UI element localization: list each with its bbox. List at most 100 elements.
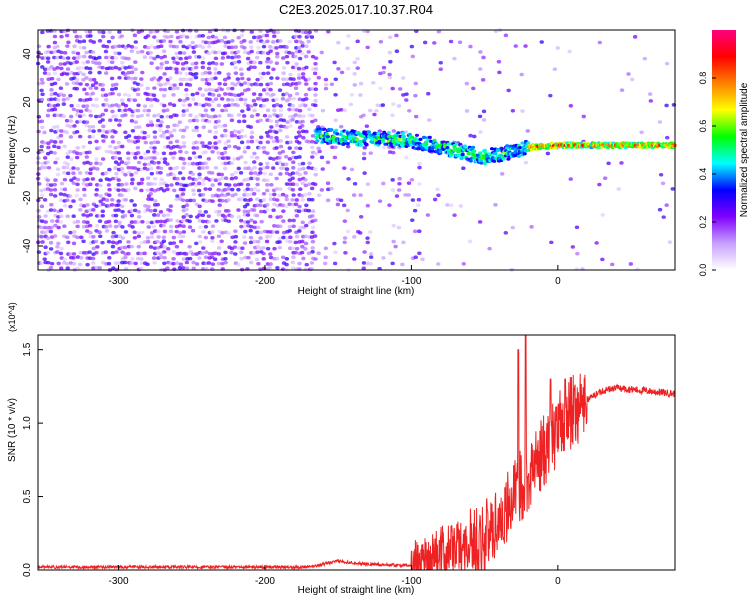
heatmap-cell bbox=[142, 104, 148, 108]
heatmap-cell bbox=[374, 108, 379, 113]
heatmap-cell bbox=[149, 197, 154, 202]
heatmap-cell bbox=[136, 135, 142, 140]
heatmap-cell bbox=[110, 140, 116, 144]
heatmap-cell bbox=[230, 39, 235, 43]
heatmap-cell bbox=[158, 87, 164, 92]
heatmap-cell bbox=[287, 157, 293, 161]
heatmap-cell bbox=[200, 219, 206, 224]
heatmap-cell bbox=[503, 33, 509, 38]
heatmap-cell bbox=[90, 83, 96, 87]
heatmap-cell bbox=[303, 267, 308, 272]
heatmap-cell bbox=[258, 230, 264, 235]
heatmap-cell bbox=[106, 239, 112, 244]
heatmap-cell bbox=[351, 193, 357, 197]
heatmap-cell bbox=[255, 230, 260, 235]
heatmap-cell bbox=[40, 125, 45, 130]
heatmap-cell bbox=[251, 251, 257, 255]
heatmap-cell bbox=[100, 213, 105, 218]
heatmap-cell bbox=[187, 176, 192, 180]
snr-x-tick-label: 0 bbox=[555, 576, 561, 587]
heatmap-cell bbox=[100, 112, 106, 117]
heatmap-cell bbox=[90, 124, 96, 129]
heatmap-cell bbox=[104, 44, 110, 49]
heatmap-cell bbox=[148, 51, 153, 55]
heatmap-cell bbox=[310, 214, 315, 218]
heatmap-cell bbox=[468, 133, 473, 138]
heatmap-cell bbox=[69, 178, 74, 182]
heatmap-cell bbox=[261, 251, 266, 256]
heatmap-cell bbox=[85, 60, 90, 64]
heatmap-cell bbox=[210, 108, 215, 112]
heatmap-cell bbox=[40, 30, 45, 35]
heatmap-cell bbox=[65, 56, 71, 60]
heatmap-cell bbox=[87, 109, 93, 113]
heatmap-cell bbox=[130, 113, 135, 118]
heatmap-cell bbox=[261, 257, 266, 261]
heatmap-cell bbox=[72, 124, 77, 128]
heatmap-cell bbox=[75, 219, 81, 224]
heatmap-cell bbox=[114, 250, 119, 254]
heatmap-cell bbox=[158, 166, 164, 171]
heatmap-cell bbox=[313, 257, 318, 261]
heatmap-cell bbox=[336, 40, 341, 45]
heatmap-cell bbox=[248, 197, 253, 202]
heatmap-cell bbox=[300, 124, 305, 128]
heatmap-cell bbox=[129, 244, 135, 249]
heatmap-cell bbox=[133, 261, 138, 266]
heatmap-cell bbox=[182, 161, 187, 166]
heatmap-cell bbox=[78, 82, 83, 86]
heatmap-cell bbox=[200, 118, 206, 123]
heatmap-cell bbox=[75, 266, 80, 271]
heatmap-cell bbox=[129, 45, 135, 49]
heatmap-cell bbox=[214, 146, 219, 150]
heatmap-cell bbox=[226, 156, 231, 160]
heatmap-cell bbox=[306, 39, 311, 44]
heatmap-cell bbox=[95, 245, 100, 249]
heatmap-cell bbox=[213, 135, 218, 140]
heatmap-ridge-cell bbox=[522, 152, 527, 156]
heatmap-cell bbox=[90, 256, 96, 261]
heatmap-cell bbox=[177, 120, 183, 124]
heatmap-cell bbox=[206, 114, 212, 119]
heatmap-cell bbox=[78, 208, 83, 212]
heatmap-cell bbox=[56, 261, 61, 266]
heatmap-ridge-cell bbox=[472, 149, 477, 153]
heatmap-cell bbox=[104, 55, 109, 60]
heatmap-cell bbox=[119, 98, 125, 102]
heatmap-cell bbox=[52, 208, 57, 213]
heatmap-cell bbox=[258, 71, 263, 76]
heatmap-cell bbox=[119, 182, 125, 187]
heatmap-cell bbox=[116, 199, 121, 203]
heatmap-cell bbox=[246, 87, 251, 92]
heatmap-cell bbox=[71, 50, 76, 55]
heatmap-cell bbox=[133, 45, 139, 50]
heatmap-cell bbox=[272, 34, 277, 39]
heatmap-cell bbox=[200, 45, 206, 50]
heatmap-cell bbox=[233, 45, 238, 49]
heatmap-cell bbox=[104, 198, 110, 202]
heatmap-cell bbox=[82, 193, 87, 198]
heatmap-cell bbox=[303, 192, 308, 197]
heatmap-cell bbox=[278, 108, 284, 113]
heatmap-cell bbox=[432, 41, 437, 45]
heatmap-cell bbox=[284, 45, 289, 49]
heatmap-cell bbox=[271, 92, 276, 97]
heatmap-cell bbox=[65, 155, 70, 159]
heatmap-cell bbox=[259, 209, 264, 214]
heatmap-cell bbox=[119, 166, 125, 171]
heatmap-cell bbox=[251, 208, 257, 212]
heatmap-cell bbox=[190, 40, 195, 45]
heatmap-cell bbox=[409, 177, 415, 182]
heatmap-cell bbox=[284, 262, 289, 267]
colorbar-gradient bbox=[712, 30, 736, 270]
heatmap-cell bbox=[269, 135, 274, 140]
heatmap-cell bbox=[313, 56, 319, 60]
heatmap-cell bbox=[168, 39, 173, 44]
heatmap-cell bbox=[49, 139, 54, 143]
heatmap-cell bbox=[90, 177, 96, 181]
heatmap-cell bbox=[171, 144, 177, 149]
heatmap-cell bbox=[137, 125, 142, 129]
heatmap-x-tick-label: 0 bbox=[555, 276, 561, 287]
heatmap-cell bbox=[242, 39, 247, 43]
heatmap-cell bbox=[355, 56, 360, 61]
